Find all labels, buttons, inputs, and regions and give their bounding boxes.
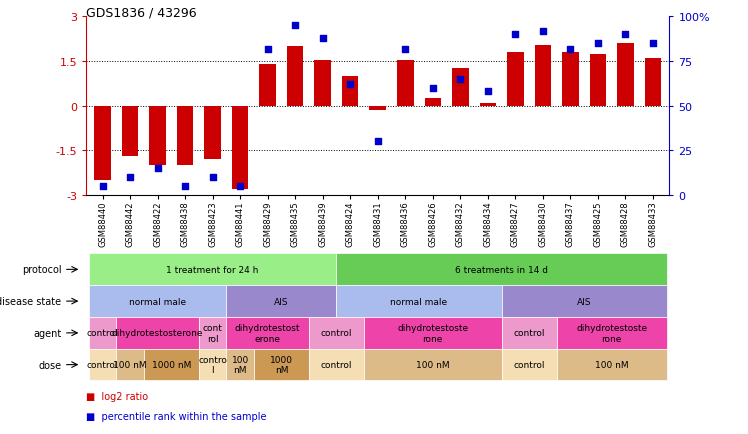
Bar [617,44,634,106]
Bar [425,99,441,106]
Point [96,183,108,190]
Text: 100 nM: 100 nM [113,360,147,369]
Text: agent: agent [33,328,61,338]
Point [647,40,659,47]
Text: 1000 nM: 1000 nM [152,360,191,369]
Text: 1 treatment for 24 h: 1 treatment for 24 h [166,265,259,274]
Bar [260,65,276,106]
Text: control: control [513,329,545,338]
Text: contro
l: contro l [198,355,227,375]
Text: disease state: disease state [0,296,61,306]
Point [619,32,631,39]
Text: control: control [87,329,118,338]
Bar [287,47,304,106]
Point [179,183,191,190]
Bar [342,77,358,106]
Bar [177,106,193,166]
Text: dihydrotestost
erone: dihydrotestost erone [235,323,301,343]
Text: control: control [321,329,352,338]
Text: AIS: AIS [577,297,592,306]
Bar [370,106,386,111]
Text: dihydrotestoste
rone: dihydrotestoste rone [397,323,468,343]
Point [482,89,494,95]
Bar [314,60,331,106]
Point [454,76,466,83]
Bar [562,53,579,106]
Point [152,165,164,172]
Bar [204,106,221,160]
Text: dose: dose [38,360,61,370]
Text: 100 nM: 100 nM [416,360,450,369]
Bar [122,106,138,157]
Text: normal male: normal male [129,297,186,306]
Point [124,174,136,181]
Point [234,183,246,190]
Bar [645,59,661,106]
Bar [589,54,606,106]
Bar [479,103,496,106]
Bar [452,69,468,106]
Text: AIS: AIS [275,297,289,306]
Point [206,174,218,181]
Point [565,46,577,53]
Text: control: control [513,360,545,369]
Text: 100
nM: 100 nM [232,355,249,375]
Text: normal male: normal male [390,297,447,306]
Point [289,23,301,30]
Text: GDS1836 / 43296: GDS1836 / 43296 [86,7,197,20]
Point [316,35,328,42]
Bar [507,53,524,106]
Bar [535,46,551,106]
Text: 1000
nM: 1000 nM [270,355,293,375]
Point [344,82,356,89]
Point [372,138,384,145]
Text: protocol: protocol [22,265,61,275]
Point [537,28,549,35]
Bar [94,106,111,181]
Text: ■  log2 ratio: ■ log2 ratio [86,391,148,401]
Point [262,46,274,53]
Text: dihydrotestosterone: dihydrotestosterone [111,329,203,338]
Bar [150,106,166,166]
Text: cont
rol: cont rol [203,323,223,343]
Text: dihydrotestoste
rone: dihydrotestoste rone [576,323,647,343]
Text: 100 nM: 100 nM [595,360,628,369]
Text: ■  percentile rank within the sample: ■ percentile rank within the sample [86,411,266,421]
Point [592,40,604,47]
Bar [397,60,414,106]
Text: control: control [87,360,118,369]
Point [427,85,439,92]
Bar [232,106,248,189]
Point [399,46,411,53]
Text: control: control [321,360,352,369]
Point [509,32,521,39]
Text: 6 treatments in 14 d: 6 treatments in 14 d [455,265,548,274]
